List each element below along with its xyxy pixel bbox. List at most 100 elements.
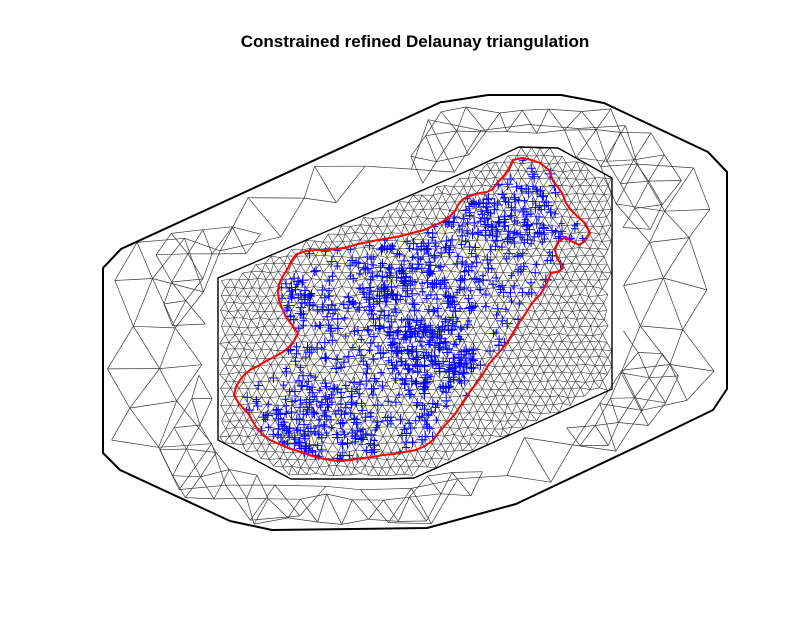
mesh-edge xyxy=(536,170,545,173)
mesh-edge xyxy=(349,325,355,334)
mesh-edge xyxy=(256,388,262,398)
mesh-edge xyxy=(566,170,573,179)
mesh-edge xyxy=(549,147,555,157)
data-point-marker xyxy=(290,356,301,367)
data-point-marker xyxy=(459,368,469,379)
mesh-edge xyxy=(337,371,346,375)
mesh-edge xyxy=(445,194,451,203)
mesh-edge xyxy=(462,380,469,390)
mesh-edge xyxy=(315,473,325,475)
mesh-edge xyxy=(543,155,555,157)
mesh-edge xyxy=(572,326,580,329)
mesh-edge xyxy=(529,390,535,398)
data-point-marker xyxy=(321,247,330,256)
mesh-edge xyxy=(297,341,303,352)
mesh-edge xyxy=(426,296,432,304)
data-point-marker xyxy=(404,422,417,434)
mesh-edge xyxy=(460,271,468,273)
mesh-edge xyxy=(324,474,334,476)
mesh-edge xyxy=(570,193,577,203)
mesh-edge xyxy=(409,234,414,240)
data-point-marker xyxy=(493,311,501,319)
mesh-edge xyxy=(662,353,679,377)
mesh-edge xyxy=(387,426,392,437)
mesh-edge xyxy=(234,427,240,436)
mesh-edge xyxy=(229,436,234,444)
mesh-edge xyxy=(566,427,581,446)
mesh-edge xyxy=(246,310,258,312)
mesh-edge xyxy=(526,372,536,375)
mesh-edge xyxy=(512,161,519,171)
data-point-marker xyxy=(434,312,442,320)
mesh-edge xyxy=(341,263,346,273)
mesh-edge xyxy=(567,349,571,358)
mesh-edge xyxy=(327,357,334,367)
mesh-edge xyxy=(558,310,562,319)
mesh-edge xyxy=(536,248,544,250)
mesh-edge xyxy=(570,356,580,359)
mesh-edge xyxy=(355,232,366,235)
data-point-marker xyxy=(494,218,504,228)
mesh-edge xyxy=(432,411,441,414)
mesh-edge xyxy=(548,108,565,131)
mesh-edge xyxy=(580,387,591,390)
mesh-edge xyxy=(378,467,383,476)
mesh-edge xyxy=(373,458,378,468)
mesh-edge xyxy=(579,286,586,295)
mesh-edge xyxy=(306,255,312,265)
mesh-edge xyxy=(502,310,509,319)
data-point-marker xyxy=(324,291,334,301)
mesh-edge xyxy=(200,452,217,477)
mesh-edge xyxy=(592,333,603,336)
mesh-edge xyxy=(309,364,315,375)
mesh-edge xyxy=(576,279,581,288)
mesh-edge xyxy=(358,342,366,350)
mesh-edge xyxy=(251,335,257,344)
mesh-edge xyxy=(531,365,536,375)
mesh-edge xyxy=(598,200,608,202)
mesh-edge xyxy=(579,349,586,357)
mesh-edge xyxy=(603,194,608,202)
mesh-edge xyxy=(350,358,356,367)
mesh-edge xyxy=(557,208,568,211)
mesh-edge xyxy=(468,178,472,187)
mesh-edge xyxy=(548,365,558,367)
mesh-edge xyxy=(585,380,594,383)
mesh-edge xyxy=(539,366,545,373)
mesh-edge xyxy=(552,294,559,304)
mesh-edge xyxy=(432,195,438,203)
mesh-edge xyxy=(444,256,450,265)
mesh-edge xyxy=(486,280,491,289)
mesh-edge xyxy=(520,373,527,382)
mesh-edge xyxy=(228,341,240,343)
mesh-edge xyxy=(508,216,515,225)
mesh-edge xyxy=(421,194,429,202)
mesh-edge xyxy=(435,373,442,381)
mesh-edge xyxy=(462,418,474,420)
mesh-edge xyxy=(160,448,187,451)
mesh-edge xyxy=(337,420,343,430)
data-point-marker xyxy=(252,397,261,406)
data-point-marker xyxy=(369,261,377,269)
mesh-edge xyxy=(283,295,289,303)
mesh-edge xyxy=(291,262,301,266)
mesh-edge xyxy=(606,216,612,226)
mesh-edge xyxy=(360,217,364,225)
data-point-marker xyxy=(524,288,534,298)
mesh-edge xyxy=(431,217,437,225)
mesh-edge xyxy=(570,279,580,282)
mesh-edge xyxy=(566,240,573,249)
mesh-edge xyxy=(257,325,265,329)
mesh-edge xyxy=(601,233,607,242)
data-point-marker xyxy=(394,327,402,335)
mesh-edge xyxy=(516,296,522,303)
mesh-edge xyxy=(525,171,532,179)
mesh-edge xyxy=(563,278,571,282)
mesh-edge xyxy=(279,458,283,468)
data-point-marker xyxy=(242,392,253,403)
mesh-edge xyxy=(566,425,596,429)
mesh-edge xyxy=(265,272,271,280)
mesh-edge xyxy=(315,372,320,381)
mesh-edge xyxy=(268,380,276,390)
mesh-edge xyxy=(248,278,258,281)
